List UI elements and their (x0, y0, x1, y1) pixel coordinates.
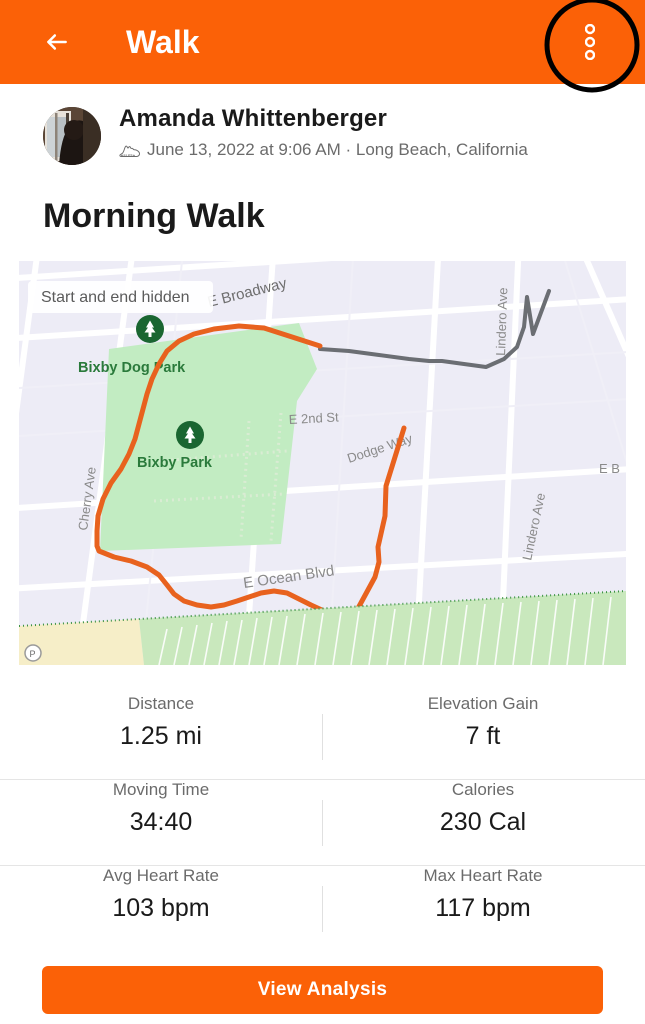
svg-text:Start and end hidden: Start and end hidden (41, 289, 190, 306)
svg-text:P: P (30, 649, 36, 659)
svg-text:Lindero Ave: Lindero Ave (493, 287, 510, 356)
svg-text:Bixby Dog Park: Bixby Dog Park (78, 360, 186, 376)
svg-text:Bixby Park: Bixby Park (137, 455, 213, 471)
svg-text:E 2nd St: E 2nd St (288, 409, 339, 427)
svg-text:E B: E B (599, 461, 620, 476)
